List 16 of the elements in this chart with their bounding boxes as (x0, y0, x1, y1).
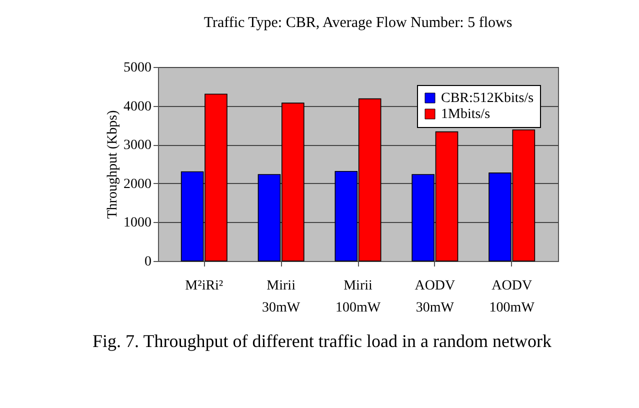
legend-label: CBR:512Kbits/s (441, 91, 534, 106)
chart-title: Traffic Type: CBR, Average Flow Number: 5 flows (204, 15, 512, 31)
legend-label: 1Mbits/s (441, 107, 490, 122)
y-tick-label: 4000 (124, 99, 152, 114)
x-tick-label: AODV 30mW (414, 278, 456, 316)
x-tick-label: M²iRi² (185, 278, 224, 294)
x-tick-label: AODV 100mW (489, 278, 536, 316)
y-tick-label: 0 (144, 254, 152, 270)
y-tick-label: 2000 (124, 176, 152, 192)
y-axis-title: Throughput (Kbps) (106, 110, 120, 219)
x-tick-label: Mirii 30mW (262, 278, 301, 316)
caption: Fig. 7. Throughput of different traffic load in a random network (92, 331, 552, 351)
y-tick-label: 5000 (124, 60, 152, 76)
y-tick-label: 3000 (124, 138, 152, 154)
y-tick-label: 1000 (124, 216, 152, 231)
x-tick-label: Mirii 100mW (335, 278, 382, 316)
